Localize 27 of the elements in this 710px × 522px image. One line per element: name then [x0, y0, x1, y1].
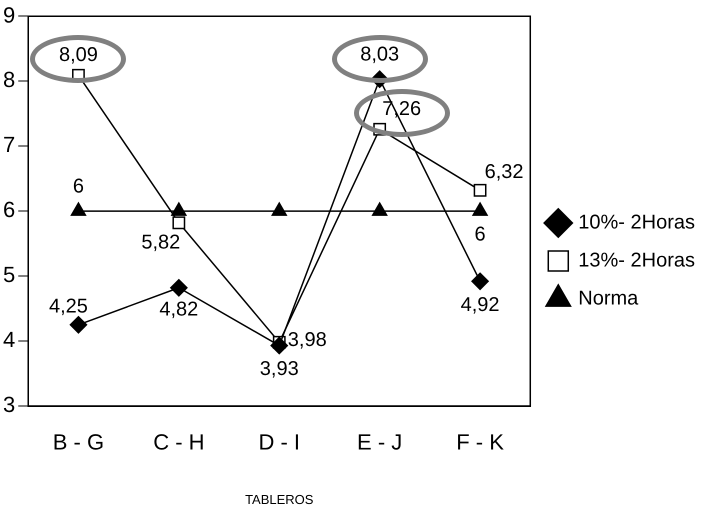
data-label: 3,98: [288, 328, 327, 351]
x-tick-label: B - G: [52, 429, 104, 454]
data-label: 3,93: [260, 358, 299, 380]
legend-label: Norma: [578, 288, 640, 310]
data-label: 8,09: [58, 44, 98, 66]
x-tick-label: E - J: [357, 429, 402, 454]
x-tick-label: D - I: [258, 429, 300, 454]
y-tick-label: 8: [2, 67, 16, 92]
data-label: 5,82: [141, 231, 180, 254]
y-tick-label: 3: [2, 392, 16, 418]
y-tick-label: 4: [2, 327, 16, 352]
data-label: 6: [474, 224, 486, 246]
data-label: 6: [72, 176, 84, 198]
data-label: 4,82: [159, 298, 198, 320]
data-label: 6,32: [484, 160, 524, 183]
x-tick-label: C - H: [153, 429, 205, 454]
data-label: 8,03: [360, 44, 400, 66]
data-label: 4,92: [460, 294, 500, 316]
x-axis-title: TABLEROS: [245, 492, 314, 507]
y-tick-label: 5: [2, 262, 16, 288]
legend-label: 10%- 2Horas: [578, 212, 695, 234]
legend-label: 13%- 2Horas: [578, 250, 695, 272]
y-tick-label: 6: [2, 197, 16, 222]
x-tick-label: F - K: [456, 429, 504, 454]
data-label: 4,25: [48, 295, 88, 318]
y-tick-label: 7: [2, 132, 16, 158]
y-tick-label: 9: [2, 2, 16, 28]
